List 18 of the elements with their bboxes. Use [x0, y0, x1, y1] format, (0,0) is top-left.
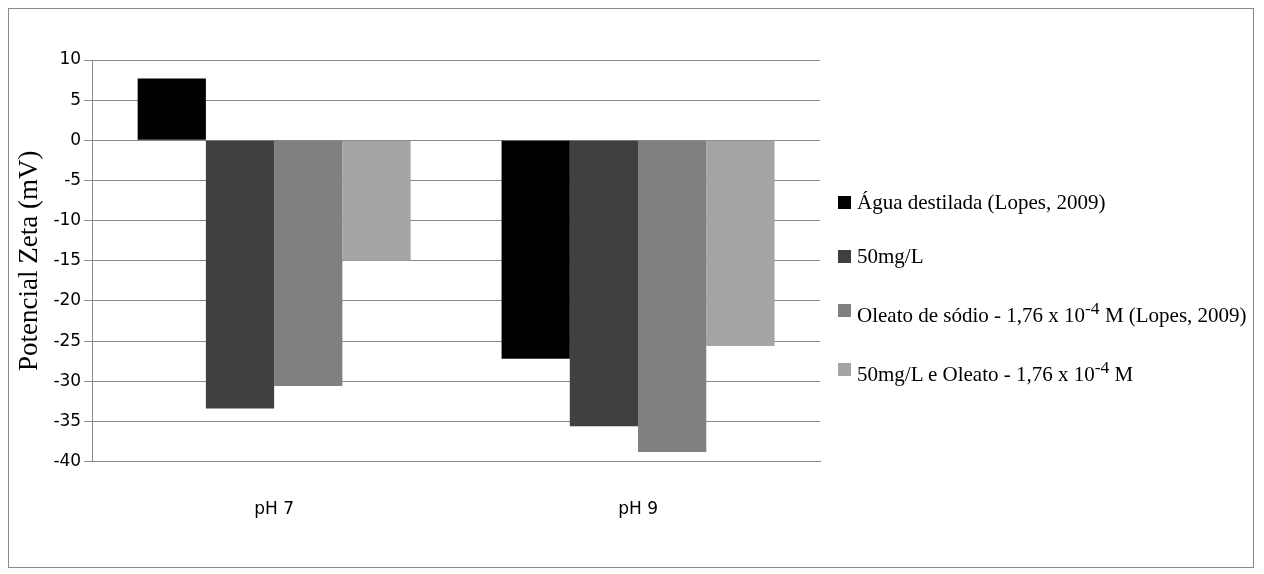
y-axis-title: Potencial Zeta (mV): [13, 150, 44, 372]
y-tick-label: -30: [53, 369, 82, 390]
x-tick-label: pH 9: [618, 498, 658, 519]
y-tick-label: -15: [53, 249, 82, 270]
y-tick-label: -40: [53, 450, 82, 471]
legend-label: 50mg/L e Oleato - 1,76 x 10$^{-4}$ M: [857, 357, 1134, 387]
y-tick-label: -10: [53, 209, 82, 230]
y-tick-label: -20: [53, 289, 82, 310]
y-tick-label: -5: [64, 168, 82, 189]
y-tick-label: 0: [70, 128, 82, 149]
legend-label: Água destilada (Lopes, 2009): [857, 190, 1106, 215]
y-tick-label: -25: [53, 329, 82, 350]
x-tick-label: pH 7: [254, 498, 295, 519]
y-tick-label: 5: [70, 88, 82, 109]
legend-label: 50mg/L: [857, 244, 924, 269]
y-tick-label: -35: [53, 409, 82, 430]
y-tick-label: 10: [59, 48, 82, 69]
legend-label: Oleato de sódio - 1,76 x 10$^{-4}$ M (Lopes, 2009): [857, 298, 1247, 328]
